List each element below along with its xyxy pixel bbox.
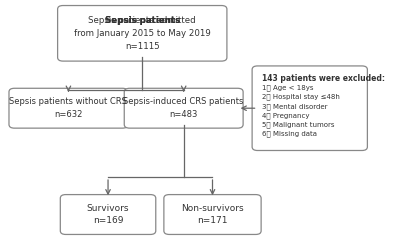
Text: 1， Age < 18ys: 1， Age < 18ys	[262, 85, 313, 91]
Text: 3， Mental disorder: 3， Mental disorder	[262, 103, 327, 110]
Text: Sepsis patients: Sepsis patients	[105, 16, 180, 25]
Text: n=169: n=169	[93, 216, 123, 225]
Text: Non-survivors: Non-survivors	[181, 204, 244, 213]
Text: n=171: n=171	[197, 216, 228, 225]
FancyBboxPatch shape	[252, 66, 367, 150]
Text: Sepsis patients without CRS: Sepsis patients without CRS	[10, 97, 127, 106]
Text: n=483: n=483	[170, 110, 198, 119]
Text: 143 patients were excluded:: 143 patients were excluded:	[262, 74, 385, 83]
FancyBboxPatch shape	[124, 88, 243, 128]
Text: 5， Malignant tumors: 5， Malignant tumors	[262, 121, 334, 128]
Text: Survivors: Survivors	[87, 204, 129, 213]
Text: from January 2015 to May 2019: from January 2015 to May 2019	[74, 29, 211, 38]
Text: Sepsis patients admitted: Sepsis patients admitted	[88, 16, 196, 25]
Text: 2， Hospital stay ≤48h: 2， Hospital stay ≤48h	[262, 94, 340, 100]
Text: Sepsis patients: Sepsis patients	[105, 16, 180, 25]
Text: Sepsis-induced CRS patients: Sepsis-induced CRS patients	[124, 97, 244, 106]
Text: n=632: n=632	[54, 110, 83, 119]
Text: n=1115: n=1115	[125, 42, 160, 51]
Text: 6， Missing data: 6， Missing data	[262, 130, 317, 137]
FancyBboxPatch shape	[58, 6, 227, 61]
Text: 4， Pregnancy: 4， Pregnancy	[262, 112, 309, 119]
FancyBboxPatch shape	[9, 88, 128, 128]
FancyBboxPatch shape	[164, 195, 261, 234]
FancyBboxPatch shape	[60, 195, 156, 234]
